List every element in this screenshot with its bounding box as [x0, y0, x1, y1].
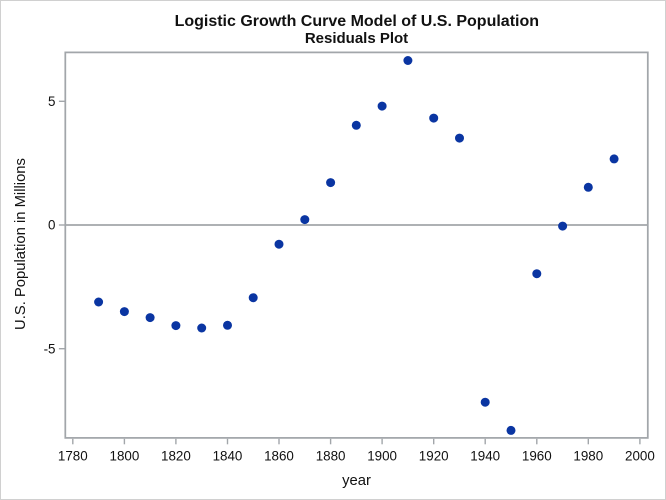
svg-text:1840: 1840	[213, 449, 243, 464]
svg-text:1800: 1800	[110, 449, 140, 464]
svg-text:1960: 1960	[522, 449, 552, 464]
svg-text:1780: 1780	[58, 449, 88, 464]
svg-text:1880: 1880	[316, 449, 346, 464]
svg-text:0: 0	[48, 218, 55, 233]
svg-text:Logistic Growth Curve Model of: Logistic Growth Curve Model of U.S. Popu…	[175, 13, 539, 30]
svg-text:1920: 1920	[419, 449, 449, 464]
svg-text:1860: 1860	[264, 449, 294, 464]
svg-text:5: 5	[48, 94, 55, 109]
svg-text:1940: 1940	[470, 449, 500, 464]
svg-text:Residuals Plot: Residuals Plot	[305, 30, 408, 47]
svg-text:U.S. Population in Millions: U.S. Population in Millions	[13, 158, 29, 330]
svg-text:-5: -5	[44, 341, 56, 356]
svg-text:1900: 1900	[367, 449, 397, 464]
svg-text:1820: 1820	[161, 449, 191, 464]
svg-text:1980: 1980	[573, 449, 603, 464]
svg-text:2000: 2000	[625, 449, 655, 464]
svg-text:year: year	[342, 473, 371, 489]
